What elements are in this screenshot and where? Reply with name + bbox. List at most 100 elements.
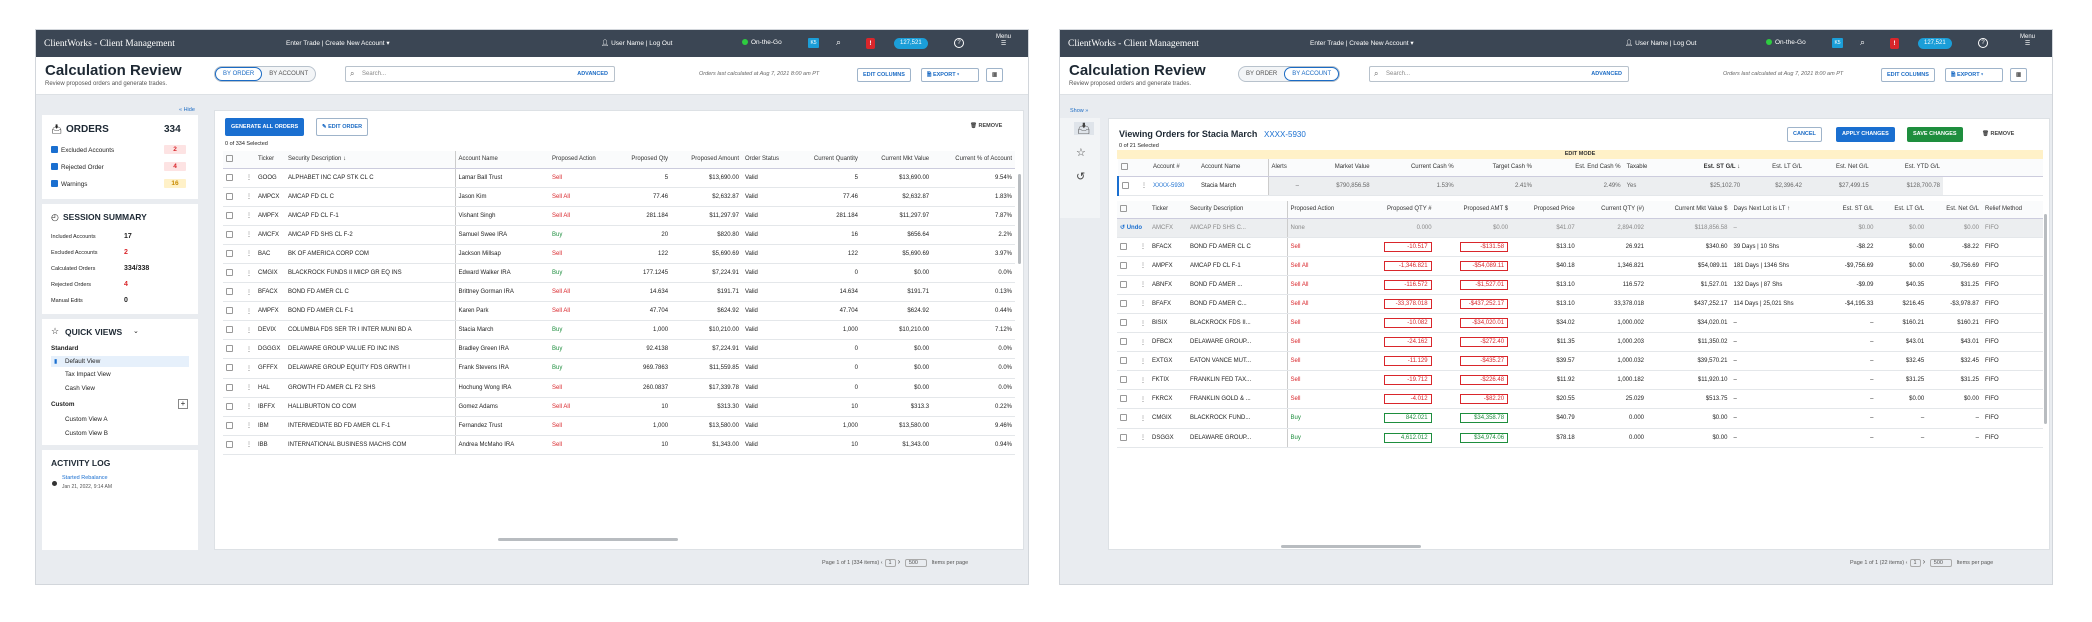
account-number-link[interactable]: XXXX-5930 bbox=[1264, 130, 1306, 139]
column-header[interactable]: Proposed Action bbox=[549, 151, 615, 169]
select-all-checkbox[interactable] bbox=[1117, 201, 1137, 219]
proposed-qty-input[interactable]: -33,378.018 bbox=[1383, 298, 1432, 309]
row-checkbox[interactable] bbox=[223, 244, 243, 264]
undo-button[interactable]: ↺ Undo bbox=[1117, 218, 1149, 238]
column-header[interactable]: Est. LT G/L bbox=[1743, 159, 1805, 177]
help-icon[interactable]: ? bbox=[954, 38, 964, 48]
table-row[interactable]: ⋮ AMPFX AMCAP FD CL F-1 Sell All -1,346.821 -… bbox=[1117, 256, 2043, 276]
proposed-qty-input[interactable]: -1,346.821 bbox=[1383, 260, 1432, 271]
search-icon[interactable]: ⌕ bbox=[1860, 37, 1866, 47]
column-header[interactable]: Alerts bbox=[1268, 159, 1302, 177]
history-icon[interactable]: ↺ bbox=[1076, 171, 1086, 183]
table-row[interactable]: ⋮ BISIX BLACKROCK FDS II... Sell -10.082 -$34… bbox=[1117, 313, 2043, 334]
proposed-amt-input[interactable]: -$437,252.17 bbox=[1460, 298, 1509, 309]
table-row[interactable]: ⋮ IBM INTERMEDIATE BD FD AMER CL F-1 Fernan… bbox=[223, 416, 1015, 436]
on-the-go-link[interactable]: On-the-Go bbox=[1766, 39, 1806, 46]
page-number[interactable]: 1 bbox=[884, 559, 896, 567]
column-header[interactable]: Current Mkt Value bbox=[860, 151, 933, 169]
search-input[interactable]: Search... bbox=[362, 71, 387, 77]
search-input[interactable]: Search... bbox=[1386, 71, 1411, 77]
apply-changes-button[interactable]: APPLY CHANGES bbox=[1836, 127, 1895, 142]
row-menu-icon[interactable]: ⋮ bbox=[243, 187, 255, 207]
row-menu-icon[interactable]: ⋮ bbox=[243, 320, 255, 341]
column-header[interactable]: Proposed Amount bbox=[671, 151, 742, 169]
row-menu-icon[interactable]: ⋮ bbox=[243, 206, 255, 226]
row-checkbox[interactable] bbox=[1117, 237, 1137, 257]
column-header[interactable]: Current Mkt Value $ bbox=[1647, 201, 1731, 219]
proposed-qty-input[interactable]: -11.129 bbox=[1383, 356, 1432, 367]
menu-button[interactable]: Menu ☰ bbox=[996, 34, 1012, 47]
row-checkbox[interactable] bbox=[223, 282, 243, 303]
table-row[interactable]: ⋮ ABNFX BOND FD AMER ... Sell All -116.572 -$… bbox=[1117, 275, 2043, 295]
table-row[interactable]: ⋮ BFAFX BOND FD AMER C... Sell All -33,378.0… bbox=[1117, 294, 2043, 314]
user-menu[interactable]: 👤︎ User Name | Log Out bbox=[601, 39, 672, 47]
row-checkbox[interactable] bbox=[223, 168, 243, 188]
column-header[interactable]: Order Status bbox=[741, 151, 795, 169]
row-checkbox[interactable] bbox=[223, 225, 243, 245]
custom-view-a-item[interactable]: Custom View A bbox=[65, 416, 108, 423]
vertical-scrollbar[interactable] bbox=[2044, 214, 2047, 424]
row-menu-icon[interactable]: ⋮ bbox=[243, 301, 255, 322]
row-menu-icon[interactable]: ⋮ bbox=[1137, 389, 1149, 410]
menu-button[interactable]: Menu ☰ bbox=[2020, 34, 2036, 47]
column-header[interactable]: Ticker bbox=[255, 151, 285, 169]
prev-page-icon[interactable]: ‹ bbox=[880, 560, 883, 566]
row-menu-icon[interactable]: ⋮ bbox=[243, 339, 255, 360]
table-row[interactable]: ⋮ BFACX BOND FD AMER CL C Sell -10.517 -$131.… bbox=[1117, 237, 2043, 257]
default-view-item[interactable]: ▮ Default View bbox=[51, 356, 189, 367]
account-number-link[interactable]: XXXX-5930 bbox=[1150, 176, 1198, 196]
row-checkbox[interactable] bbox=[223, 416, 243, 436]
row-checkbox[interactable] bbox=[1118, 176, 1138, 196]
chevron-down-icon[interactable]: ⌄ bbox=[133, 328, 139, 335]
rejected-order-filter[interactable]: Rejected Order bbox=[51, 163, 104, 171]
proposed-amt-input[interactable]: -$34,020.01 bbox=[1460, 318, 1509, 329]
column-header[interactable]: Proposed Price bbox=[1511, 201, 1578, 219]
column-header[interactable]: Est. Net G/L bbox=[1804, 159, 1872, 177]
row-checkbox[interactable] bbox=[1117, 408, 1137, 429]
notification-count-badge[interactable]: 127,521 bbox=[894, 38, 928, 49]
by-order-toggle[interactable]: BY ORDER bbox=[215, 67, 263, 81]
proposed-amt-input[interactable]: $34,974.06 bbox=[1460, 432, 1509, 443]
row-menu-icon[interactable]: ⋮ bbox=[243, 416, 255, 436]
proposed-amt-input[interactable]: -$1,527.01 bbox=[1460, 279, 1509, 290]
row-checkbox[interactable] bbox=[1117, 370, 1137, 391]
select-all-checkbox[interactable] bbox=[223, 151, 243, 169]
k5-icon[interactable]: K5 bbox=[808, 38, 819, 48]
column-header[interactable]: Est. End Cash % bbox=[1534, 159, 1624, 177]
row-menu-icon[interactable]: ⋮ bbox=[243, 358, 255, 379]
row-checkbox[interactable] bbox=[223, 378, 243, 398]
row-menu-icon[interactable]: ⋮ bbox=[1137, 237, 1149, 257]
column-header[interactable]: Account Name bbox=[1198, 159, 1269, 177]
row-checkbox[interactable] bbox=[1117, 351, 1137, 372]
row-checkbox[interactable] bbox=[223, 339, 243, 360]
column-header[interactable]: Taxable bbox=[1623, 159, 1670, 177]
account-row[interactable]: ⋮ XXXX-5930 Stacia March – $790,856.58 1… bbox=[1118, 176, 2043, 196]
row-checkbox[interactable] bbox=[223, 435, 243, 455]
row-menu-icon[interactable]: ⋮ bbox=[1137, 351, 1149, 372]
advanced-search-link[interactable]: ADVANCED bbox=[1591, 71, 1622, 77]
proposed-amt-input[interactable]: -$435.27 bbox=[1460, 356, 1509, 367]
table-row[interactable]: ⋮ GOOG ALPHABET INC CAP STK CL C Lamar Ball… bbox=[223, 168, 1015, 188]
table-row[interactable]: ⋮ FKRCX FRANKLIN GOLD & ... Sell -4.012 -$82.… bbox=[1117, 389, 2043, 410]
page-number[interactable]: 1 bbox=[1909, 559, 1921, 567]
column-header[interactable]: Ticker bbox=[1149, 201, 1187, 219]
table-row[interactable]: ⋮ AMCFX AMCAP FD SHS CL F-2 Samuel Swee IRA… bbox=[223, 225, 1015, 245]
k5-icon[interactable]: K5 bbox=[1832, 38, 1843, 48]
row-checkbox[interactable] bbox=[223, 358, 243, 379]
alert-icon[interactable]: ! bbox=[1890, 38, 1899, 49]
column-layout-icon[interactable]: ▥ bbox=[986, 68, 1004, 82]
column-header[interactable]: Market Value bbox=[1302, 159, 1373, 177]
row-menu-icon[interactable]: ⋮ bbox=[243, 168, 255, 188]
hide-panel-link[interactable]: « Hide bbox=[179, 107, 195, 113]
row-menu-icon[interactable]: ⋮ bbox=[1137, 313, 1149, 334]
prev-page-icon[interactable]: ‹ bbox=[1905, 560, 1908, 566]
column-header[interactable]: Current Cash % bbox=[1372, 159, 1457, 177]
row-checkbox[interactable] bbox=[1117, 332, 1137, 353]
row-menu-icon[interactable]: ⋮ bbox=[243, 244, 255, 264]
column-header[interactable]: Proposed Qty bbox=[614, 151, 672, 169]
column-header[interactable]: Proposed QTY # bbox=[1358, 201, 1435, 219]
row-menu-icon[interactable]: ⋮ bbox=[243, 225, 255, 245]
row-checkbox[interactable] bbox=[1117, 294, 1137, 314]
search-icon[interactable]: ⌕ bbox=[836, 37, 842, 47]
star-icon[interactable]: ☆ bbox=[1076, 147, 1086, 159]
